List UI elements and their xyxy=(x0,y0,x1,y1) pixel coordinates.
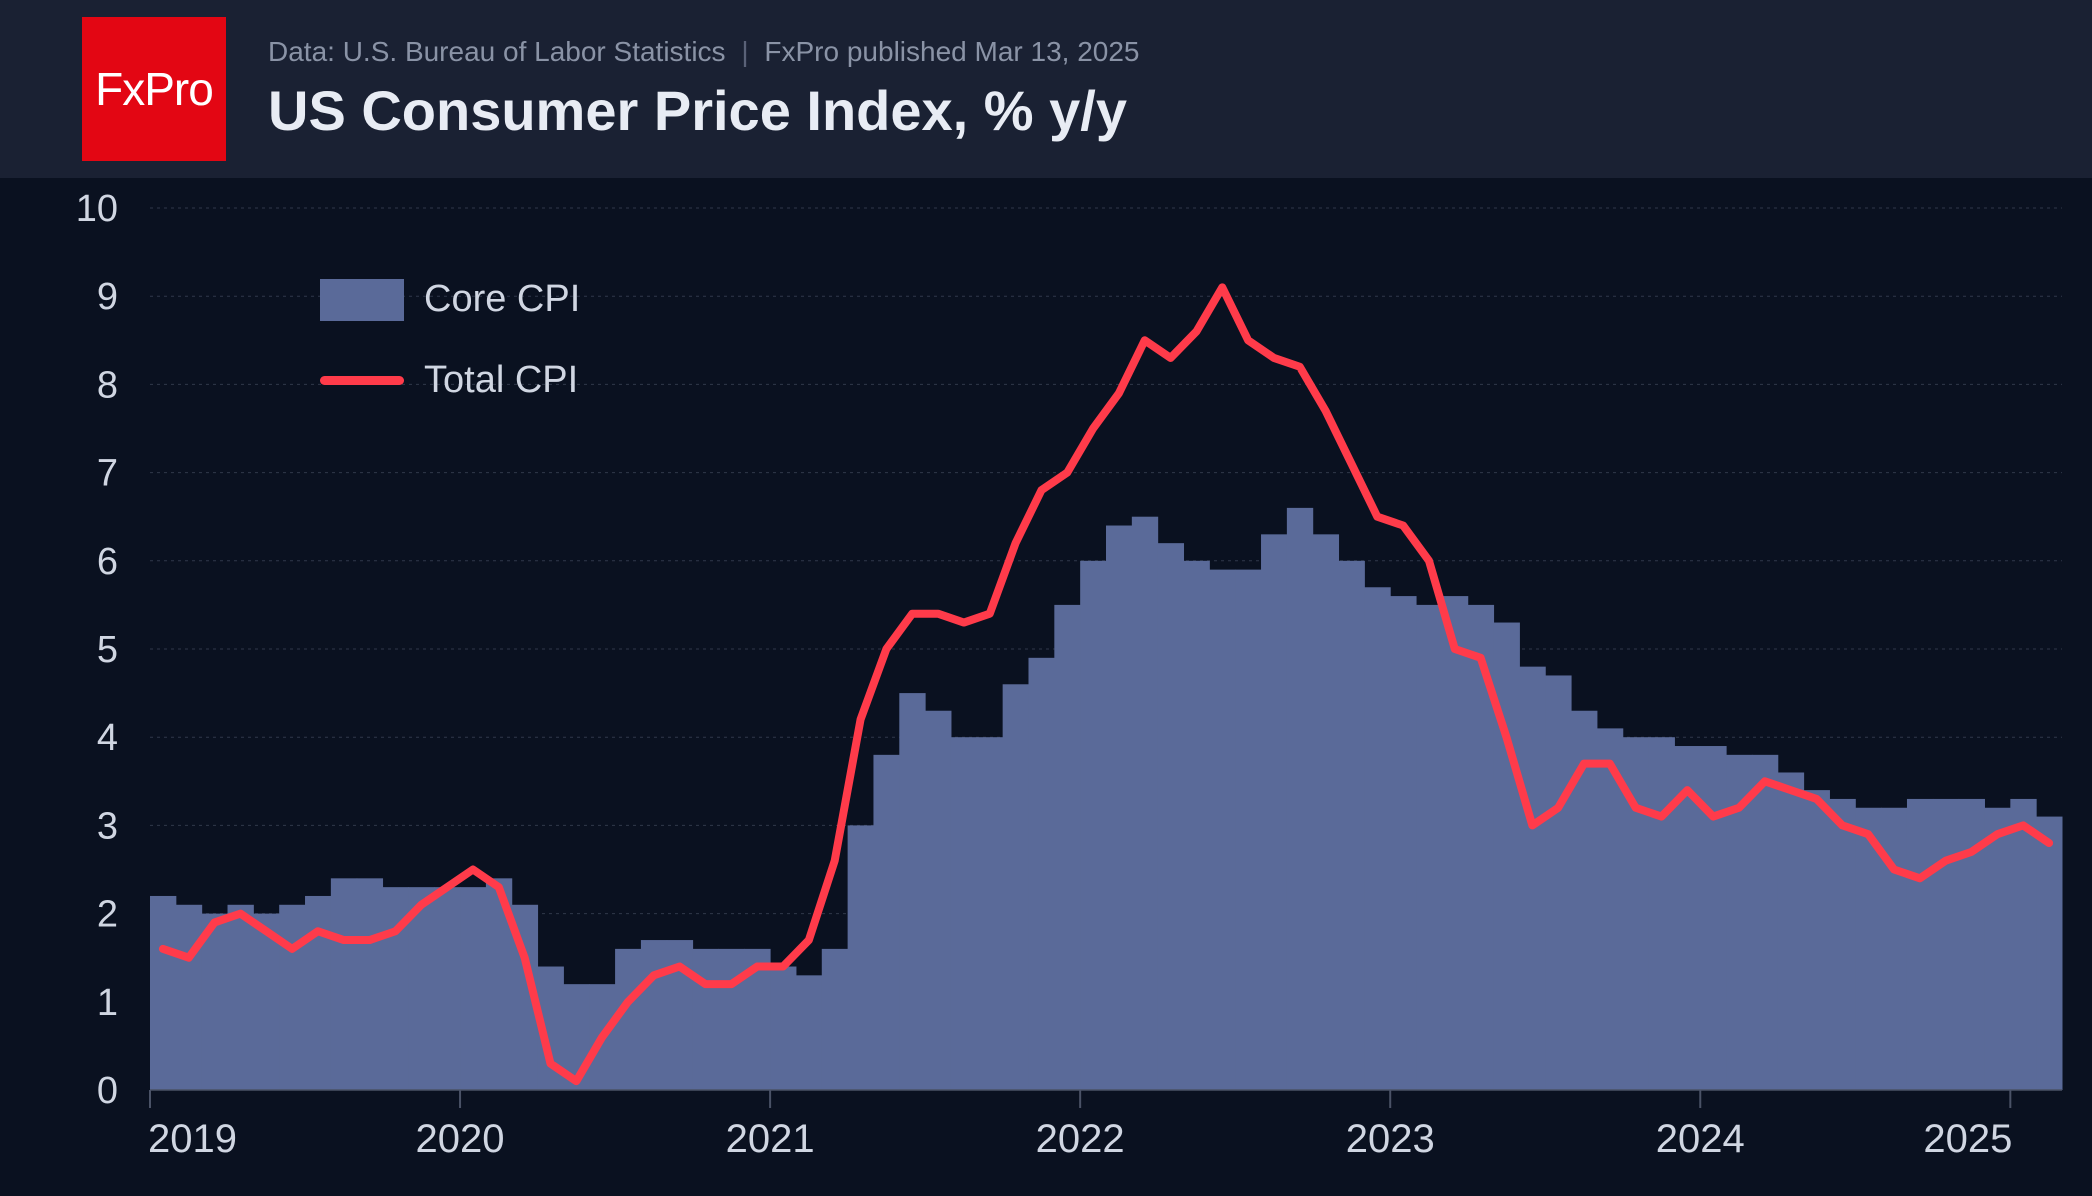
bar xyxy=(977,737,1003,1090)
svg-text:2022: 2022 xyxy=(1036,1117,1125,1161)
legend-label-core: Core CPI xyxy=(424,278,580,321)
bar xyxy=(1003,684,1029,1090)
chart-svg: 0 1 2 3 4 5 6 7 8 9 10 2019 2020 2021 2022 2023 2024 2025 xyxy=(0,178,2092,1196)
bar xyxy=(1700,746,1726,1090)
svg-text:1: 1 xyxy=(97,982,118,1024)
bar xyxy=(1184,561,1210,1090)
bar xyxy=(1158,543,1184,1090)
bar xyxy=(2036,817,2062,1090)
bar xyxy=(1804,790,1830,1090)
chart-header: FxPro Data: U.S. Bureau of Labor Statist… xyxy=(0,0,2092,178)
fxpro-logo: FxPro xyxy=(82,17,226,161)
bar xyxy=(899,693,925,1090)
bar xyxy=(1313,534,1339,1090)
svg-text:5: 5 xyxy=(97,629,118,671)
legend-swatch-total xyxy=(320,376,404,385)
bar xyxy=(796,975,822,1090)
chart-legend: Core CPI Total CPI xyxy=(320,278,580,440)
bar xyxy=(228,905,254,1090)
svg-text:4: 4 xyxy=(97,717,118,759)
bar xyxy=(305,896,331,1090)
bar xyxy=(1054,605,1080,1090)
svg-text:6: 6 xyxy=(97,541,118,583)
svg-text:0: 0 xyxy=(97,1070,118,1112)
bar xyxy=(718,949,744,1090)
bar xyxy=(1494,623,1520,1090)
svg-text:9: 9 xyxy=(97,276,118,318)
bar xyxy=(1984,808,2010,1090)
svg-text:2024: 2024 xyxy=(1656,1117,1745,1161)
svg-text:3: 3 xyxy=(97,805,118,847)
subtitle-separator: | xyxy=(741,36,748,67)
bar xyxy=(1339,561,1365,1090)
svg-text:2023: 2023 xyxy=(1346,1117,1435,1161)
bar xyxy=(1028,658,1054,1090)
bar xyxy=(951,737,977,1090)
bar xyxy=(925,711,951,1090)
legend-swatch-core xyxy=(320,279,404,321)
svg-text:10: 10 xyxy=(76,188,118,230)
bar xyxy=(1416,605,1442,1090)
bar xyxy=(1933,799,1959,1090)
svg-text:2019: 2019 xyxy=(148,1117,237,1161)
bar xyxy=(434,887,460,1090)
bar xyxy=(1261,534,1287,1090)
svg-text:2: 2 xyxy=(97,894,118,936)
bar xyxy=(1132,517,1158,1090)
chart-subtitle: Data: U.S. Bureau of Labor Statistics | … xyxy=(268,36,1140,68)
bar xyxy=(1752,755,1778,1090)
bar xyxy=(693,949,719,1090)
bar xyxy=(1390,596,1416,1090)
bar xyxy=(331,878,357,1090)
bar xyxy=(1881,808,1907,1090)
bar xyxy=(1080,561,1106,1090)
bar xyxy=(1235,570,1261,1090)
bar xyxy=(1287,508,1313,1090)
bar xyxy=(176,905,202,1090)
svg-text:7: 7 xyxy=(97,453,118,495)
bar xyxy=(641,940,667,1090)
bar xyxy=(1545,675,1571,1090)
bar xyxy=(1649,737,1675,1090)
publish-info: FxPro published Mar 13, 2025 xyxy=(764,36,1139,67)
bar xyxy=(1106,526,1132,1090)
legend-label-total: Total CPI xyxy=(424,359,578,402)
legend-row-core: Core CPI xyxy=(320,278,580,321)
data-source: Data: U.S. Bureau of Labor Statistics xyxy=(268,36,726,67)
bar xyxy=(873,755,899,1090)
bar xyxy=(279,905,305,1090)
bar xyxy=(1829,799,1855,1090)
svg-text:2021: 2021 xyxy=(726,1117,815,1161)
svg-text:2025: 2025 xyxy=(1923,1117,2012,1161)
bar xyxy=(1209,570,1235,1090)
bar xyxy=(1364,587,1390,1090)
bar xyxy=(1442,596,1468,1090)
legend-row-total: Total CPI xyxy=(320,359,580,402)
svg-text:8: 8 xyxy=(97,364,118,406)
bar xyxy=(1519,667,1545,1090)
chart-area: 0 1 2 3 4 5 6 7 8 9 10 2019 2020 2021 2022 2023 2024 2025… xyxy=(0,178,2092,1196)
bar xyxy=(2010,799,2036,1090)
bar xyxy=(822,949,848,1090)
chart-title: US Consumer Price Index, % y/y xyxy=(268,78,1140,143)
bar xyxy=(1907,799,1933,1090)
svg-text:2020: 2020 xyxy=(416,1117,505,1161)
bar xyxy=(460,887,486,1090)
bar xyxy=(1778,772,1804,1090)
bar xyxy=(848,825,874,1090)
header-text-block: Data: U.S. Bureau of Labor Statistics | … xyxy=(268,36,1140,143)
bar xyxy=(357,878,383,1090)
bar xyxy=(770,967,796,1090)
bar xyxy=(150,896,176,1090)
